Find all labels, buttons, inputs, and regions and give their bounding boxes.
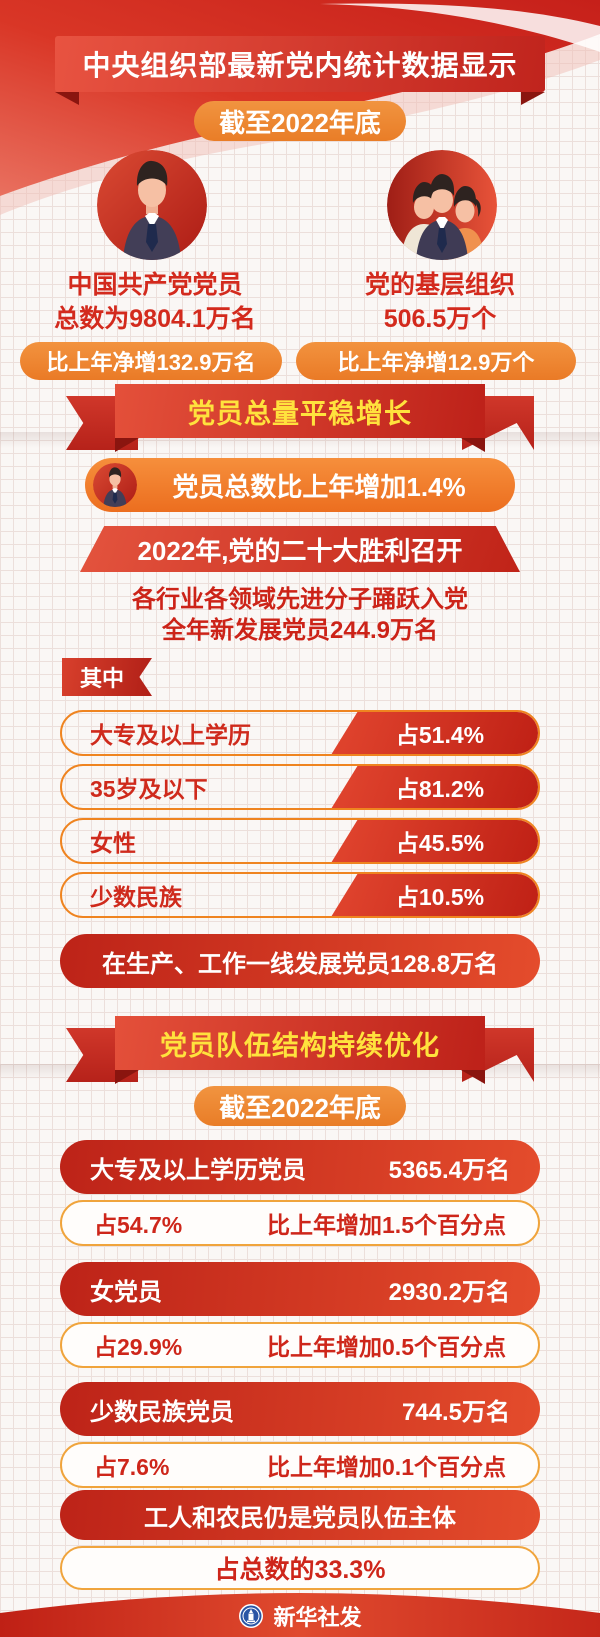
stat-pill: 大专及以上学历党员 5365.4万名 [60, 1140, 540, 1194]
footer-credit: 新华社发 [273, 1605, 362, 1630]
stat-detail-pill: 占29.9% 比上年增加0.5个百分点 [60, 1322, 540, 1368]
organizations-headline: 党的基层组织 506.5万个 [364, 271, 515, 333]
breakdown-row: 女性 占45.5% [60, 818, 540, 864]
member-avatar-icon [93, 463, 137, 507]
grassroots-group-avatar-icon [387, 150, 497, 260]
members-headline: 中国共产党党员 总数为9804.1万名 [54, 271, 256, 333]
organizations-change-badge: 比上年净增12.9万个 [296, 342, 576, 380]
breakdown-row: 少数民族 占10.5% [60, 872, 540, 918]
stat-detail-pill: 占7.6% 比上年增加0.1个百分点 [60, 1442, 540, 1488]
stat-pill: 少数民族党员 744.5万名 [60, 1382, 540, 1436]
date-badge: 截至2022年底 [194, 101, 406, 141]
growth-highlight-pill: 党员总数比上年增加1.4% [85, 458, 515, 512]
page-title: 中央组织部最新党内统计数据显示 [82, 50, 518, 81]
breakdown-tag: 其中 [62, 658, 152, 696]
breakdown-value: 占81.2% [331, 766, 538, 808]
structure-section-title: 党员队伍结构持续优化 [115, 1016, 485, 1070]
members-change-badge: 比上年净增132.9万名 [20, 342, 282, 380]
structure-section-ribbon: 党员队伍结构持续优化 [0, 1016, 600, 1116]
growth-section-title: 党员总量平稳增长 [115, 384, 485, 438]
breakdown-row: 大专及以上学历 占51.4% [60, 710, 540, 756]
footer-wave [0, 1593, 600, 1637]
frontline-note-pill: 在生产、工作一线发展党员128.8万名 [60, 934, 540, 988]
party-member-avatar-icon [97, 150, 207, 260]
breakdown-value: 占10.5% [331, 874, 538, 916]
xinhua-logo-icon [239, 1604, 264, 1628]
stat-pill: 女党员 2930.2万名 [60, 1262, 540, 1316]
conclusion-pill: 工人和农民仍是党员队伍主体 [60, 1490, 540, 1540]
footer-credit-row: 新华社发 [0, 1600, 600, 1632]
stat-detail-pill: 占54.7% 比上年增加1.5个百分点 [60, 1200, 540, 1246]
new-members-paragraph: 各行业各领域先进分子踊跃入党 全年新发展党员244.9万名 [132, 586, 468, 644]
growth-highlight-text: 党员总数比上年增加1.4% [172, 471, 466, 502]
breakdown-row: 35岁及以下 占81.2% [60, 764, 540, 810]
growth-section-ribbon: 党员总量平稳增长 [0, 384, 600, 484]
breakdown-value: 占51.4% [331, 712, 538, 754]
event-banner: 2022年,党的二十大胜利召开 [80, 526, 520, 572]
date-badge: 截至2022年底 [194, 1086, 406, 1126]
header-ribbon: 中央组织部最新党内统计数据显示 [55, 36, 545, 92]
conclusion-share-pill: 占总数的33.3% [60, 1546, 540, 1590]
breakdown-value: 占45.5% [331, 820, 538, 862]
